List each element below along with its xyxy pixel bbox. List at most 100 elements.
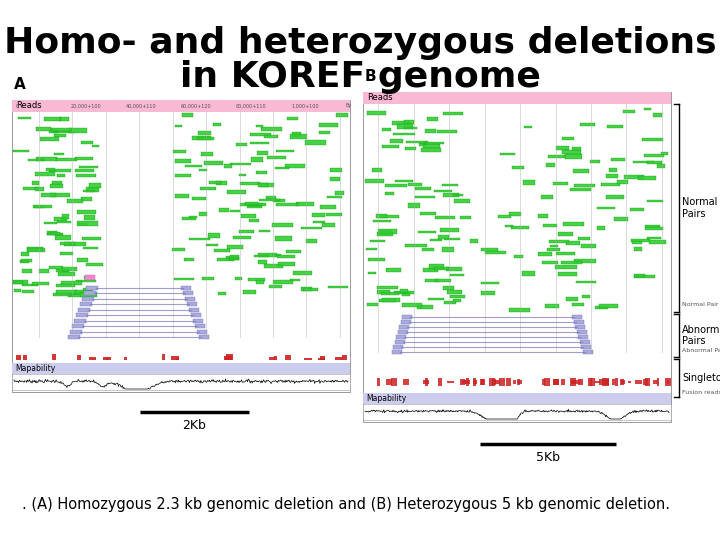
Bar: [57, 173, 65, 177]
Bar: [256, 125, 263, 127]
Bar: [573, 168, 589, 173]
Bar: [58, 272, 75, 276]
Bar: [382, 145, 399, 148]
Bar: [400, 289, 408, 293]
Bar: [289, 279, 300, 281]
Bar: [225, 256, 239, 260]
Bar: [230, 163, 251, 165]
Bar: [595, 306, 608, 309]
Bar: [32, 282, 49, 285]
Bar: [645, 379, 650, 386]
Bar: [72, 324, 84, 328]
Bar: [423, 380, 429, 384]
Bar: [215, 249, 230, 252]
Bar: [556, 252, 575, 255]
Bar: [505, 377, 511, 387]
Bar: [84, 215, 95, 220]
Bar: [84, 276, 94, 279]
Bar: [562, 137, 575, 140]
Text: 80,000+110: 80,000+110: [236, 104, 266, 109]
Bar: [582, 244, 596, 248]
Bar: [202, 277, 214, 280]
Bar: [580, 340, 590, 344]
Bar: [34, 206, 44, 208]
Bar: [377, 286, 398, 289]
Bar: [22, 290, 34, 294]
Bar: [420, 212, 436, 215]
Bar: [267, 156, 287, 159]
Bar: [49, 130, 58, 132]
Bar: [189, 307, 199, 312]
Bar: [402, 315, 413, 319]
Bar: [287, 117, 298, 119]
Bar: [499, 379, 505, 386]
Bar: [623, 110, 635, 113]
Bar: [576, 281, 596, 284]
Bar: [238, 173, 246, 176]
Bar: [430, 239, 442, 241]
Bar: [541, 195, 554, 199]
Bar: [23, 355, 27, 360]
Bar: [518, 380, 522, 384]
Bar: [83, 247, 97, 249]
Bar: [77, 211, 96, 214]
Bar: [510, 226, 529, 229]
Bar: [473, 380, 477, 384]
Bar: [425, 379, 428, 386]
Bar: [423, 144, 440, 148]
Bar: [405, 244, 427, 247]
Bar: [56, 284, 75, 287]
Bar: [397, 335, 407, 339]
Bar: [385, 192, 394, 195]
Bar: [377, 291, 390, 294]
Bar: [523, 180, 534, 185]
Bar: [578, 379, 583, 386]
Bar: [250, 133, 271, 136]
Bar: [46, 168, 55, 171]
Bar: [614, 217, 629, 221]
Bar: [639, 176, 657, 180]
Bar: [645, 225, 660, 227]
Bar: [60, 242, 75, 245]
Bar: [106, 357, 111, 360]
Bar: [421, 148, 441, 152]
Bar: [258, 231, 270, 232]
Bar: [435, 279, 451, 282]
Bar: [18, 117, 31, 119]
Bar: [509, 308, 531, 312]
Bar: [561, 261, 582, 264]
Text: 40,000+110: 40,000+110: [126, 104, 157, 109]
Bar: [378, 230, 397, 234]
Bar: [382, 129, 391, 131]
Bar: [436, 216, 455, 219]
Bar: [377, 232, 392, 236]
Bar: [518, 379, 520, 386]
Bar: [628, 381, 631, 383]
Bar: [44, 221, 57, 224]
Bar: [372, 168, 382, 172]
Bar: [124, 357, 127, 360]
Bar: [230, 258, 239, 260]
Text: 1,000+100: 1,000+100: [291, 104, 318, 109]
Text: B: B: [365, 69, 377, 84]
Bar: [621, 380, 625, 384]
Bar: [285, 164, 305, 168]
Bar: [467, 378, 469, 386]
Bar: [541, 261, 559, 265]
Bar: [161, 354, 166, 360]
Bar: [199, 335, 209, 339]
Bar: [645, 227, 663, 231]
Bar: [240, 182, 260, 185]
Bar: [306, 239, 317, 242]
Bar: [657, 378, 660, 386]
Bar: [522, 272, 535, 276]
Bar: [19, 260, 29, 264]
Bar: [73, 290, 91, 294]
Bar: [514, 255, 523, 258]
Bar: [425, 129, 436, 133]
Bar: [572, 381, 576, 383]
Bar: [54, 153, 64, 155]
Bar: [368, 258, 384, 261]
Bar: [326, 213, 343, 216]
Text: Reads: Reads: [367, 93, 392, 103]
